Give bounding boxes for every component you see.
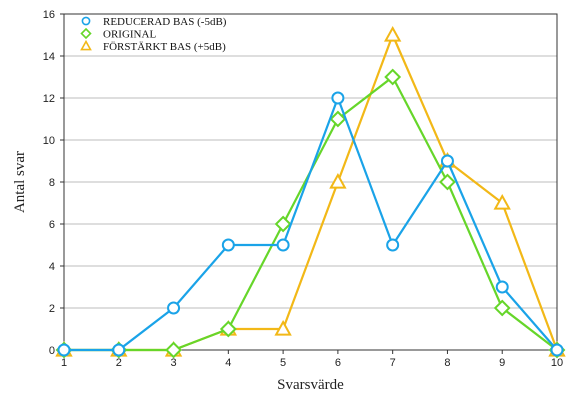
data-point xyxy=(274,319,292,336)
legend-marker xyxy=(81,16,91,26)
legend-marker xyxy=(80,39,92,51)
data-point xyxy=(165,341,182,359)
grid-lines xyxy=(64,55,557,309)
series-line xyxy=(64,75,558,352)
data-point xyxy=(329,110,347,128)
data-point xyxy=(384,68,402,86)
legend-marker xyxy=(80,27,92,40)
data-point xyxy=(112,343,126,357)
legend-label: ORIGINAL xyxy=(103,29,156,41)
x-tick-label: 1 xyxy=(61,357,67,369)
x-tick-label: 2 xyxy=(116,357,122,369)
y-axis-ticks: 0 2 4 6 8 10 12 14 16 xyxy=(43,9,64,357)
x-tick-label: 5 xyxy=(280,357,286,369)
x-tick-label: 4 xyxy=(225,357,231,369)
y-tick-label: 0 xyxy=(49,345,55,357)
data-point xyxy=(331,91,345,105)
data-point xyxy=(221,238,235,252)
x-tick-label: 9 xyxy=(499,357,505,369)
data-point xyxy=(167,301,181,315)
series-2 xyxy=(55,25,566,357)
legend-item: FÖRSTÄRKT BAS (+5dB) xyxy=(80,39,226,53)
data-point xyxy=(274,215,292,233)
x-tick-label: 10 xyxy=(551,357,563,369)
y-tick-label: 4 xyxy=(49,261,55,273)
x-tick-label: 7 xyxy=(390,357,396,369)
series-line xyxy=(64,33,559,352)
x-tick-label: 6 xyxy=(335,357,341,369)
data-point xyxy=(439,173,456,191)
y-tick-label: 14 xyxy=(43,51,55,63)
y-tick-label: 8 xyxy=(49,177,55,189)
data-point xyxy=(495,280,509,294)
data-point xyxy=(440,154,454,168)
data-point xyxy=(383,25,402,42)
y-tick-label: 6 xyxy=(49,219,55,231)
y-tick-label: 2 xyxy=(49,303,55,315)
legend-label: FÖRSTÄRKT BAS (+5dB) xyxy=(103,41,226,53)
legend-item: ORIGINAL xyxy=(80,27,156,41)
y-axis-title: Antal svar xyxy=(12,151,28,213)
x-axis-ticks: 1 2 3 4 5 6 7 8 9 10 xyxy=(61,350,563,369)
x-tick-label: 8 xyxy=(444,357,450,369)
series-lines xyxy=(55,25,566,359)
legend-label: REDUCERAD BAS (-5dB) xyxy=(103,16,227,28)
y-tick-label: 12 xyxy=(43,93,55,105)
x-tick-label: 3 xyxy=(170,357,176,369)
x-axis-title: Svarsvärde xyxy=(277,377,344,393)
data-point xyxy=(329,172,347,189)
data-point xyxy=(493,299,511,317)
series-1 xyxy=(55,68,566,359)
data-point xyxy=(550,343,564,357)
data-point xyxy=(386,238,400,252)
data-point xyxy=(219,320,237,338)
data-point xyxy=(276,238,290,252)
y-tick-label: 10 xyxy=(43,135,55,147)
data-point xyxy=(57,343,71,357)
series-0 xyxy=(57,91,564,357)
data-point xyxy=(493,193,511,210)
series-line xyxy=(64,96,558,352)
legend-item: REDUCERAD BAS (-5dB) xyxy=(81,16,227,28)
y-tick-label: 16 xyxy=(43,9,55,21)
